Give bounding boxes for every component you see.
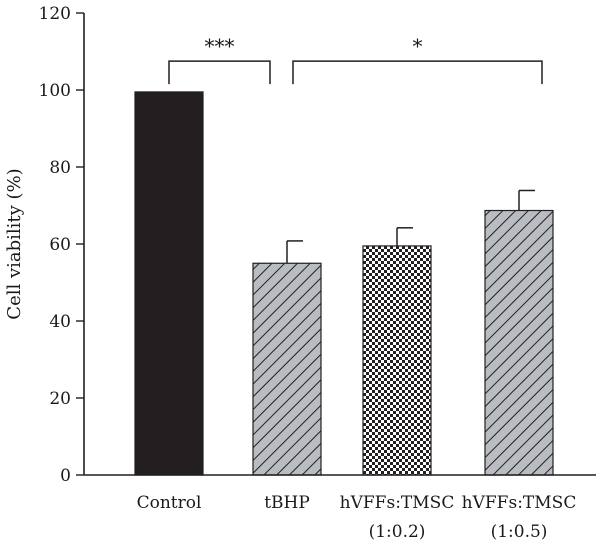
error-bars [286,189,535,264]
bar-1 [252,262,322,476]
bar-2 [362,245,432,476]
significance-bracket-1 [292,60,543,85]
y-tick-label: 100 [39,81,71,101]
bar-0 [134,91,204,476]
y-tick-label: 120 [39,4,71,24]
significance-bracket-0 [168,60,271,85]
x-category-sublabel-2: (1:0.2) [369,522,426,542]
bar-3 [484,209,554,476]
x-category-label-2: hVFFs:TMSC [340,493,455,513]
x-category-label-3: hVFFs:TMSC [462,493,577,513]
y-tick-label: 0 [60,466,71,486]
significance-label-1: * [413,34,423,58]
x-category-label-1: tBHP [264,493,310,513]
axes [83,13,596,476]
category-labels: Control tBHP hVFFs:TMSC (1:0.2) hVFFs:TMSC (1… [137,493,577,542]
significance-label-0: *** [205,34,235,58]
significance-brackets: *** * [168,34,543,85]
bars [134,91,554,476]
x-category-label-0: Control [137,493,202,513]
y-axis-ticks: 0 20 40 60 80 100 120 [39,4,84,486]
x-category-sublabel-3: (1:0.5) [491,522,548,542]
y-axis-label: Cell viability (%) [4,168,25,319]
y-tick-label: 60 [49,235,71,255]
y-tick-label: 80 [49,158,71,178]
y-tick-label: 20 [49,389,71,409]
y-tick-label: 40 [49,312,71,332]
